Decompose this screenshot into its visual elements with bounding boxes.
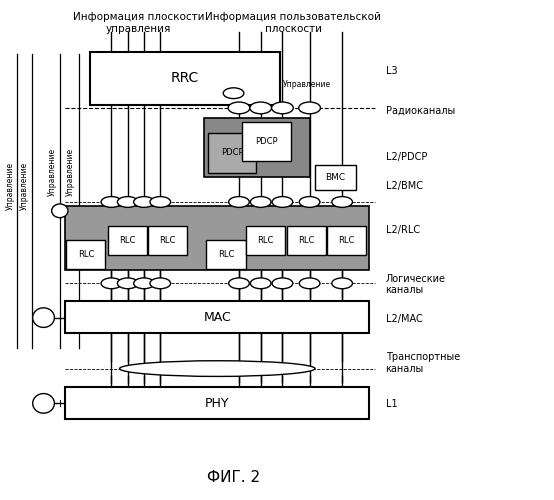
Ellipse shape: [223, 88, 244, 99]
Text: MAC: MAC: [203, 311, 231, 324]
Ellipse shape: [134, 278, 155, 288]
Text: BMC: BMC: [325, 173, 346, 182]
Ellipse shape: [299, 278, 320, 288]
Text: L2/MAC: L2/MAC: [386, 314, 422, 324]
Text: Информация плоскости
управления: Информация плоскости управления: [73, 12, 204, 34]
Text: PDCP: PDCP: [220, 148, 243, 158]
Text: RLC: RLC: [338, 236, 355, 245]
Text: RLC: RLC: [218, 250, 234, 259]
Ellipse shape: [272, 278, 293, 288]
Text: Управление: Управление: [66, 148, 75, 196]
Bar: [66, 240, 105, 268]
Bar: [327, 226, 366, 255]
Ellipse shape: [120, 360, 315, 376]
Bar: [242, 122, 291, 161]
Bar: [208, 134, 257, 172]
Bar: [65, 302, 370, 334]
Ellipse shape: [332, 196, 352, 207]
Text: Управление: Управление: [19, 162, 28, 210]
Text: Управление: Управление: [48, 148, 57, 196]
Ellipse shape: [33, 308, 54, 328]
Text: L3: L3: [386, 66, 397, 76]
Bar: [315, 164, 356, 190]
Ellipse shape: [229, 196, 249, 207]
Ellipse shape: [101, 278, 122, 288]
Bar: [148, 226, 187, 255]
Text: RLC: RLC: [78, 250, 94, 259]
Text: L1: L1: [386, 400, 397, 409]
Bar: [107, 226, 147, 255]
Text: Информация пользовательской
плоскости: Информация пользовательской плоскости: [206, 12, 381, 34]
Bar: [207, 240, 245, 268]
Ellipse shape: [134, 196, 155, 207]
Text: Управление: Управление: [6, 162, 14, 210]
Ellipse shape: [250, 102, 271, 114]
Ellipse shape: [33, 394, 54, 413]
Ellipse shape: [117, 196, 138, 207]
Ellipse shape: [150, 196, 171, 207]
Text: RLC: RLC: [298, 236, 315, 245]
Bar: [287, 226, 326, 255]
Text: RLC: RLC: [159, 236, 176, 245]
Ellipse shape: [228, 102, 250, 114]
Text: Радиоканалы: Радиоканалы: [386, 106, 455, 116]
Ellipse shape: [52, 204, 68, 218]
Text: RLC: RLC: [258, 236, 274, 245]
Text: PDCP: PDCP: [255, 136, 278, 145]
Text: Логические
каналы: Логические каналы: [386, 274, 445, 295]
Ellipse shape: [150, 278, 171, 288]
Ellipse shape: [272, 196, 293, 207]
Ellipse shape: [250, 278, 271, 288]
Text: RLC: RLC: [119, 236, 135, 245]
Ellipse shape: [299, 102, 320, 114]
Text: L2/PDCP: L2/PDCP: [386, 152, 427, 162]
Bar: [204, 118, 310, 176]
Ellipse shape: [299, 196, 320, 207]
Text: Управление: Управление: [283, 80, 331, 90]
Text: L2/BMC: L2/BMC: [386, 182, 423, 192]
Ellipse shape: [332, 278, 352, 288]
Ellipse shape: [271, 102, 293, 114]
Text: PHY: PHY: [205, 396, 229, 409]
Text: L2/RLC: L2/RLC: [386, 226, 420, 235]
Ellipse shape: [229, 278, 249, 288]
Ellipse shape: [250, 196, 271, 207]
Ellipse shape: [101, 196, 122, 207]
Text: ФИГ. 2: ФИГ. 2: [207, 470, 260, 485]
Bar: [246, 226, 285, 255]
Text: RRC: RRC: [171, 72, 199, 86]
Bar: [65, 206, 370, 270]
Text: Транспортные
каналы: Транспортные каналы: [386, 352, 460, 374]
Bar: [65, 387, 370, 419]
Ellipse shape: [117, 278, 138, 288]
Bar: [90, 52, 280, 106]
